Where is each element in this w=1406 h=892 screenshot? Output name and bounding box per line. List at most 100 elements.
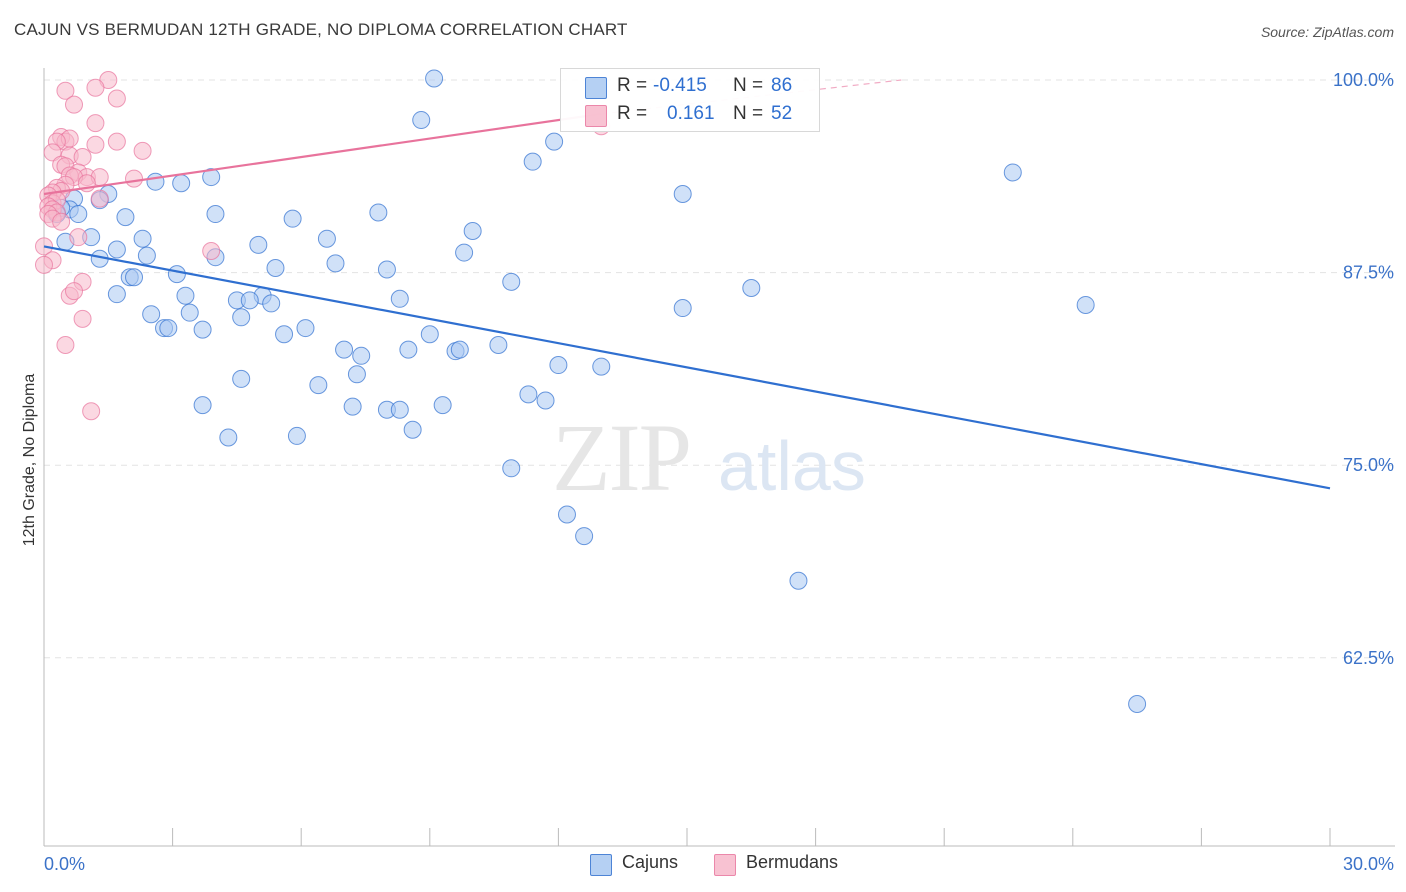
cajuns-point [369,203,388,222]
y-tick-label: 100.0% [1333,70,1394,90]
cajuns-point [433,396,452,415]
cajuns-point [1003,163,1022,182]
cajuns-point [206,205,225,224]
cajuns-point [107,285,126,304]
cajuns-point [450,340,469,359]
data-points [35,69,1147,714]
bermudans-point [82,402,101,421]
cajuns-point [266,258,285,277]
cajuns-point [296,319,315,338]
watermark: ZIP atlas [552,404,866,511]
cajuns-point [390,289,409,308]
cajuns-point [545,132,564,151]
cajuns-point [172,174,191,193]
stats-row-cajuns: R = -0.415 N = 86 [561,71,819,101]
cajuns-point [352,346,371,365]
cajuns-point [377,260,396,279]
cajuns-legend-swatch [590,854,612,876]
cajuns-point [425,69,444,88]
cajuns-point [420,325,439,344]
cajuns-point [317,229,336,248]
cajuns-point [489,336,508,355]
cajuns-point [262,294,281,313]
r-label: R = [617,75,648,96]
cajuns-point [326,254,345,273]
x-tick-label: 0.0% [44,854,85,874]
cajuns-point [502,272,521,291]
legend-label: Cajuns [622,852,679,872]
cajuns-point [232,308,251,327]
r-label: R = [617,103,648,124]
cajuns-point [193,320,212,339]
cajuns-point [412,111,431,130]
bermudans-swatch [585,105,607,127]
y-tick-label: 75.0% [1343,455,1394,475]
bermudans-point [86,78,105,97]
r-value: -0.415 [653,75,707,96]
n-value: 86 [771,75,793,96]
cajuns-trend-line [43,245,1331,490]
cajuns-point [146,172,165,191]
cajuns-point [575,527,594,546]
bermudans-point [86,135,105,154]
cajuns-point [557,505,576,524]
cajuns-point [142,305,161,324]
gridlines [44,79,1395,659]
cajuns-point [167,265,186,284]
n-value: 52 [771,103,793,124]
cajuns-point [742,279,761,298]
bermudans-point [125,169,144,188]
cajuns-point [249,235,268,254]
axes [43,68,1395,847]
bermudans-point [56,336,75,355]
cajuns-point [69,205,88,224]
cajuns-point [176,286,195,305]
legend-label: Bermudans [746,852,839,872]
cajuns-point [116,208,135,227]
cajuns-point [180,303,199,322]
cajuns-point [519,385,538,404]
watermark-zip: ZIP [552,404,690,511]
cajuns-point [673,185,692,204]
cajuns-point [502,459,521,478]
watermark-atlas: atlas [718,427,866,505]
y-tick-label: 87.5% [1343,263,1394,283]
cajuns-point [240,291,259,310]
cajuns-point [287,426,306,445]
x-tick-label: 30.0% [1343,854,1394,874]
chart-title: CAJUN VS BERMUDAN 12TH GRADE, NO DIPLOMA… [14,20,628,39]
trend-lines [43,79,1331,490]
stats-box: R = -0.415 N = 86 R = 0.161 N = 52 [560,68,820,132]
bermudans-point [52,212,71,231]
cajuns-point [789,571,808,590]
r-value: 0.161 [667,103,715,124]
bermudans-point [107,132,126,151]
cajuns-point [1076,295,1095,314]
stats-row-bermudans: R = 0.161 N = 52 [561,99,819,129]
bermudans-point [86,114,105,133]
bermudans-point [73,309,92,328]
cajuns-point [125,268,144,287]
bermudans-point [69,228,88,247]
bermudans-legend-swatch [714,854,736,876]
n-label: N = [733,75,764,96]
cajuns-point [133,229,152,248]
cajuns-point [219,428,238,447]
cajuns-point [403,420,422,439]
bermudans-point [202,242,221,261]
cajuns-point [523,152,542,171]
bermudans-point [65,282,84,301]
cajuns-point [390,400,409,419]
cajuns-point [137,246,156,265]
bermudans-point [73,148,92,167]
cajuns-point [399,340,418,359]
cajuns-point [592,357,611,376]
cajuns-swatch [585,77,607,99]
cajuns-point [159,319,178,338]
y-tick-label: 62.5% [1343,648,1394,668]
cajuns-point [309,376,328,395]
bermudans-point [35,255,53,274]
cajuns-point [1128,695,1147,714]
n-label: N = [733,103,764,124]
